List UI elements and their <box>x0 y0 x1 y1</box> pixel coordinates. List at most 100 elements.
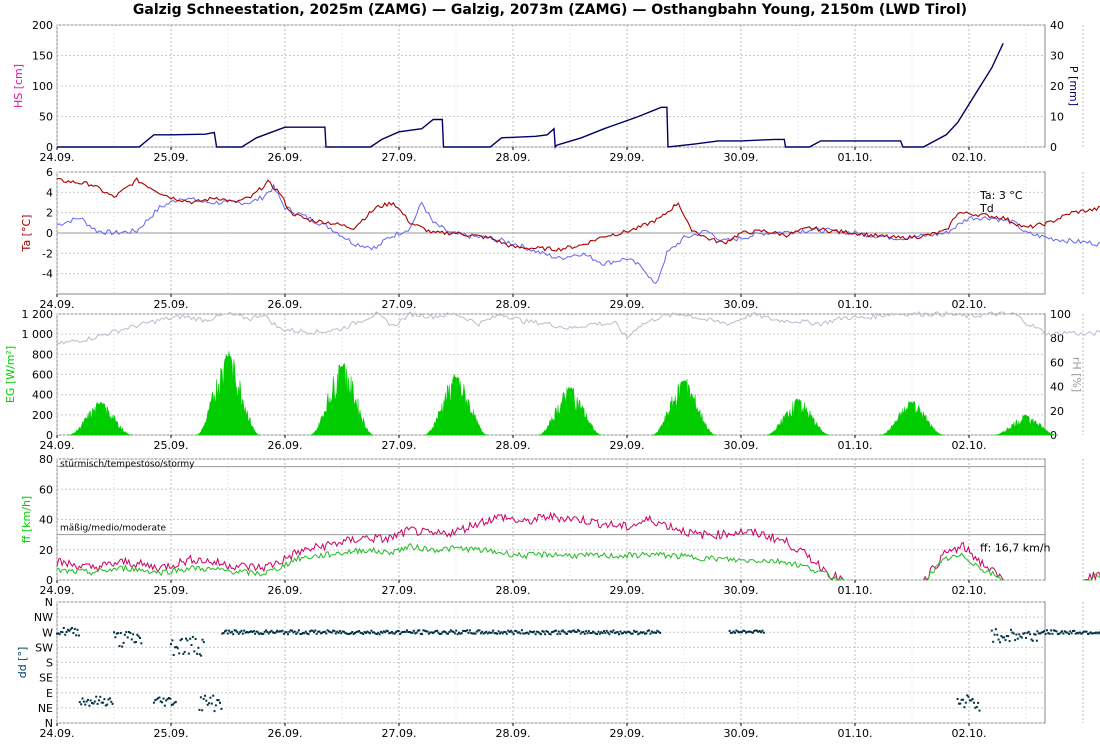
direction-point <box>69 628 72 631</box>
direction-point <box>96 702 99 705</box>
direction-point <box>479 632 482 635</box>
direction-point <box>115 632 118 635</box>
direction-point <box>751 631 754 634</box>
y-tick-label-right: 30 <box>1050 50 1064 63</box>
direction-point <box>1037 632 1040 635</box>
direction-point <box>228 629 231 632</box>
x-tick-label: 29.09. <box>610 584 645 597</box>
direction-point <box>462 629 465 632</box>
direction-point <box>248 631 251 633</box>
direction-point <box>529 630 532 633</box>
direction-point <box>89 699 92 702</box>
x-tick-label: 24.09. <box>40 439 75 452</box>
direction-point <box>503 630 506 633</box>
direction-point <box>996 633 999 636</box>
x-tick-label: 25.09. <box>154 439 189 452</box>
direction-point <box>251 631 254 633</box>
y-tick-label: 80 <box>39 453 53 466</box>
y-tick-label-right: 20 <box>1050 405 1064 418</box>
direction-point <box>359 631 362 634</box>
direction-point <box>596 633 599 635</box>
direction-point <box>202 641 205 644</box>
direction-point <box>377 631 380 634</box>
x-tick-label: 24.09. <box>40 298 75 311</box>
direction-point <box>438 633 441 635</box>
direction-point <box>641 631 644 634</box>
direction-point <box>304 630 307 633</box>
direction-point <box>78 701 81 704</box>
direction-point <box>395 631 397 634</box>
direction-point <box>470 632 473 635</box>
direction-point <box>1089 631 1092 634</box>
x-tick-label: 27.09. <box>382 727 417 740</box>
y-tick-label: 200 <box>32 409 53 422</box>
direction-point <box>1082 630 1085 633</box>
y-tick-label: E <box>46 687 53 700</box>
y-tick-label: 200 <box>32 19 53 32</box>
direction-point <box>163 704 166 707</box>
direction-point <box>579 632 582 635</box>
direction-point <box>119 632 122 634</box>
direction-point <box>171 639 174 642</box>
direction-point <box>326 629 329 632</box>
direction-point <box>613 632 616 635</box>
direction-point <box>761 629 764 632</box>
direction-point <box>611 631 614 634</box>
panel-2: -4 -2 0 2 4 6 24.09. 25.09. 26.09. 27.09. 28.09. 29… <box>20 166 1100 311</box>
direction-point <box>542 630 545 633</box>
direction-point <box>404 631 407 633</box>
direction-point <box>548 632 551 635</box>
direction-point <box>978 709 981 712</box>
direction-point <box>488 631 491 634</box>
direction-point <box>245 631 248 633</box>
direction-point <box>1044 633 1047 635</box>
y-tick-label: 50 <box>39 111 53 124</box>
direction-point <box>958 702 960 705</box>
direction-point <box>522 632 525 635</box>
direction-point <box>583 632 586 635</box>
direction-point <box>244 631 247 634</box>
direction-point <box>299 633 302 635</box>
direction-point <box>578 629 581 632</box>
series-line-P <box>57 43 1004 149</box>
direction-point <box>406 629 408 632</box>
direction-point <box>538 632 541 635</box>
direction-point <box>551 631 553 634</box>
direction-point <box>1026 631 1029 634</box>
direction-point <box>81 697 84 700</box>
direction-point <box>593 631 596 634</box>
direction-point <box>341 630 344 633</box>
direction-point <box>389 631 392 634</box>
direction-point <box>975 705 978 708</box>
direction-point <box>762 631 765 634</box>
direction-point <box>302 631 304 634</box>
direction-point <box>473 632 475 635</box>
direction-point <box>468 629 471 632</box>
direction-point <box>746 630 749 633</box>
direction-point <box>442 630 445 633</box>
direction-point <box>537 631 540 634</box>
direction-point <box>352 633 355 635</box>
radiation-area-day-5 <box>538 386 602 436</box>
x-tick-label: 26.09. <box>268 151 303 164</box>
direction-point <box>445 632 448 635</box>
direction-point <box>363 631 366 633</box>
direction-point <box>132 633 135 636</box>
direction-point <box>216 699 219 701</box>
direction-point <box>1016 637 1019 640</box>
direction-point <box>1036 630 1039 633</box>
direction-point <box>255 630 258 633</box>
direction-point <box>1015 633 1018 636</box>
direction-point <box>648 629 651 632</box>
x-tick-label: 01.10. <box>838 727 873 740</box>
x-tick-label: 01.10. <box>838 298 873 311</box>
direction-point <box>519 632 522 635</box>
direction-point <box>475 630 478 633</box>
direction-point <box>212 694 215 697</box>
direction-point <box>285 631 288 634</box>
direction-point <box>229 631 232 634</box>
direction-point <box>139 637 141 639</box>
direction-point <box>107 698 110 701</box>
direction-point <box>447 632 449 635</box>
